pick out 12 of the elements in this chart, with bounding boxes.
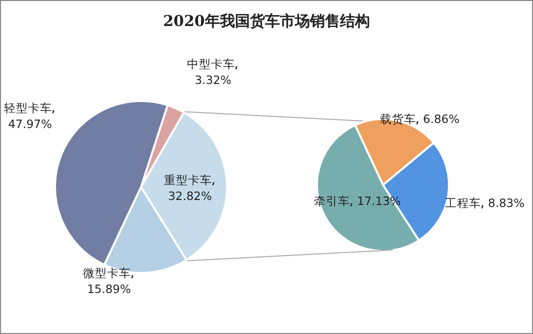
text: 2020年我国货车市场销售结构 (163, 12, 370, 30)
data-label: 6.86% (423, 112, 460, 126)
slice-label: 重型卡车 (164, 173, 212, 187)
data-label: 32.82% (168, 189, 212, 203)
data-label: 47.97% (8, 117, 52, 131)
slice-label: 微型卡车 (83, 266, 131, 280)
slice-label: 轻型卡车 (4, 101, 52, 115)
data-label: 8.83% (488, 196, 525, 210)
slice-label: 中型卡车 (187, 57, 235, 71)
data-label: 15.89% (87, 282, 131, 296)
slice-label: 工程车 (445, 196, 481, 210)
data-label: 3.32% (194, 73, 232, 87)
